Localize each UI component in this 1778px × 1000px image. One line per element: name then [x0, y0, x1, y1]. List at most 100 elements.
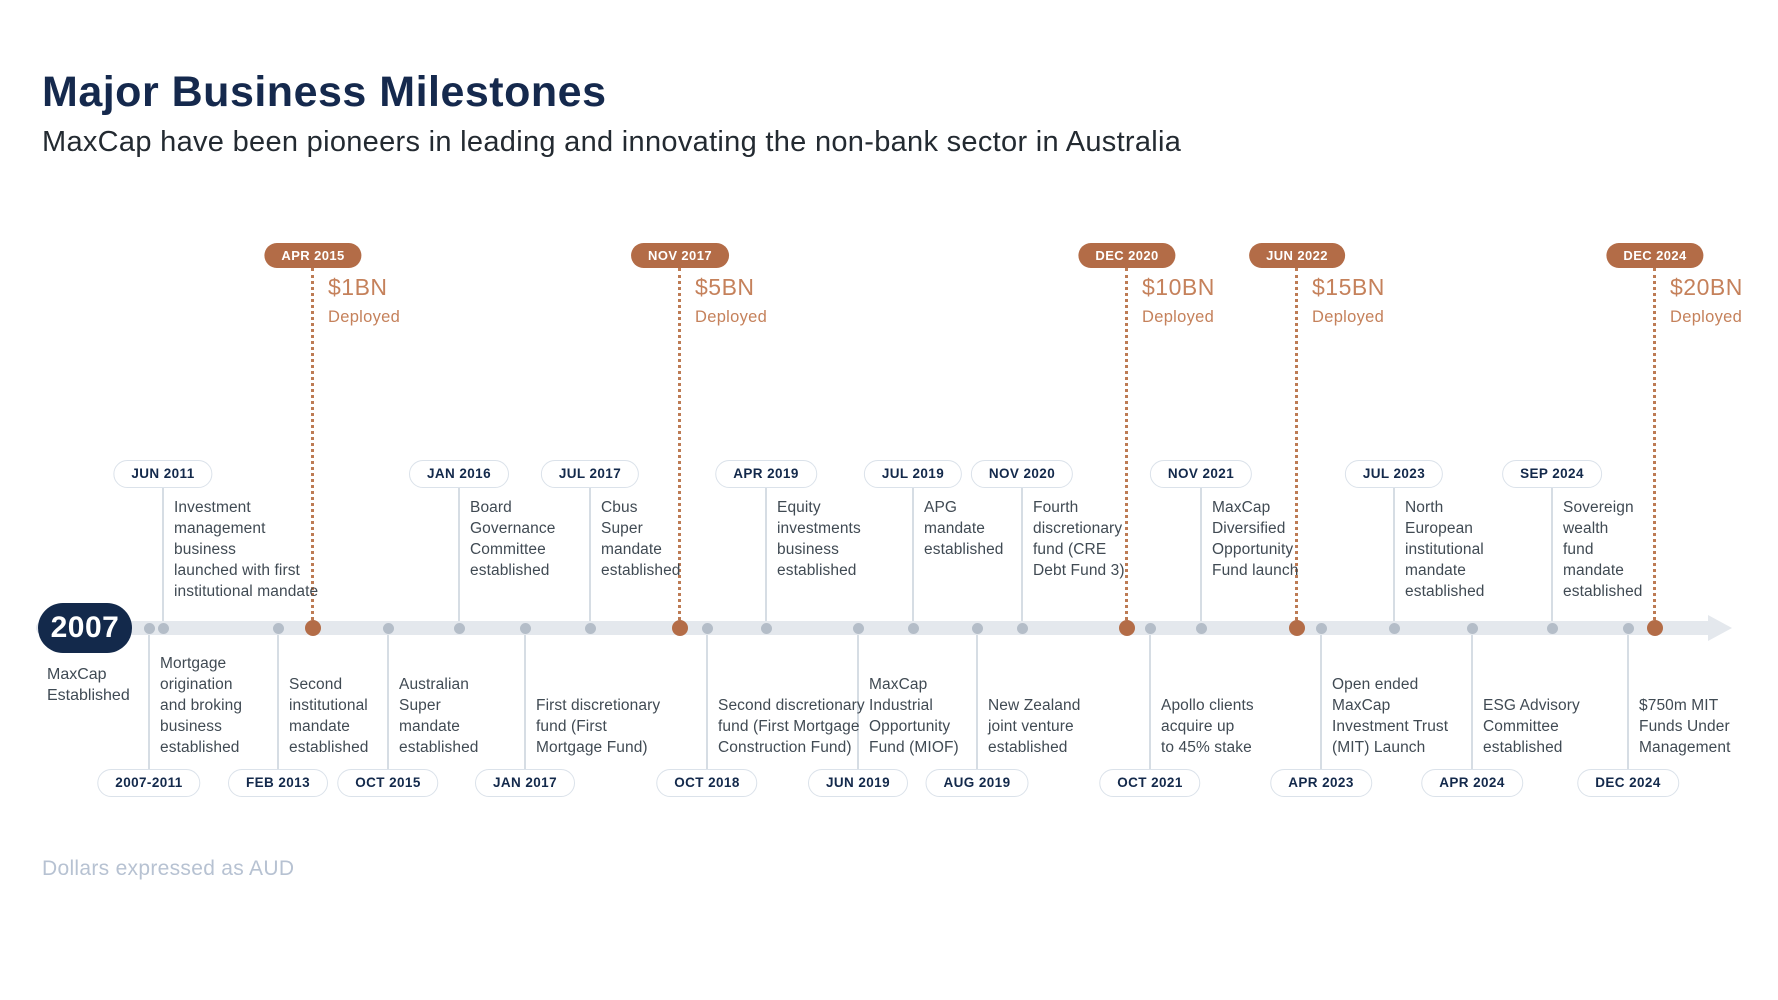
event-connector-line — [1021, 486, 1023, 621]
milestone-marker-dot — [672, 620, 688, 636]
milestone-dotted-line — [1295, 268, 1298, 620]
event-date-pill: APR 2019 — [715, 460, 817, 488]
event-description: First discretionary fund (First Mortgage… — [536, 697, 661, 756]
event-date-pill: JAN 2016 — [409, 460, 509, 488]
event-connector-line — [458, 486, 460, 621]
event-description: Investment management business launched … — [174, 499, 319, 600]
page-subtitle: MaxCap have been pioneers in leading and… — [42, 126, 1182, 158]
event-connector-line — [1551, 486, 1553, 621]
milestone-date-pill: JUN 2022 — [1249, 243, 1345, 268]
deployed-amount-label: Deployed — [1142, 308, 1215, 326]
event-date-pill: NOV 2020 — [970, 460, 1074, 488]
event-marker-dot — [519, 622, 531, 634]
event-marker-dot — [1466, 622, 1478, 634]
event-connector-line — [1627, 635, 1629, 769]
event-connector-line — [1200, 486, 1202, 621]
event-marker-dot — [701, 622, 713, 634]
event-marker-dot — [1315, 622, 1327, 634]
milestone-date-pill: NOV 2017 — [631, 243, 729, 268]
event-date-pill: SEP 2024 — [1502, 460, 1602, 488]
event-description: Fourth discretionary fund (CRE Debt Fund… — [1033, 499, 1125, 579]
deployed-amount-block: $5BN Deployed — [695, 274, 767, 327]
timeline-track — [36, 621, 1712, 635]
event-connector-line — [765, 486, 767, 621]
event-connector-line — [387, 635, 389, 769]
event-connector-line — [148, 635, 150, 769]
event-description: APG mandate established — [924, 499, 1004, 558]
event-marker-dot — [584, 622, 596, 634]
deployed-amount-block: $1BN Deployed — [328, 274, 400, 327]
milestone-dotted-line — [1125, 268, 1128, 620]
milestone-marker-dot — [1289, 620, 1305, 636]
deployed-amount: $20BN — [1670, 274, 1743, 300]
event-connector-line — [706, 635, 708, 769]
event-date-pill: FEB 2013 — [228, 769, 328, 797]
event-description: Second institutional mandate established — [289, 676, 369, 756]
event-description: Second discretionary fund (First Mortgag… — [718, 697, 865, 756]
milestone-marker-dot — [1647, 620, 1663, 636]
deployed-amount-block: $15BN Deployed — [1312, 274, 1385, 327]
event-description: Sovereign wealth fund mandate establishe… — [1563, 499, 1643, 600]
event-date-pill: OCT 2018 — [656, 769, 758, 797]
event-description: Board Governance Committee established — [470, 499, 556, 579]
event-description: Mortgage origination and broking busines… — [160, 655, 243, 756]
event-date-pill: APR 2024 — [1421, 769, 1523, 797]
milestone-marker-dot — [1119, 620, 1135, 636]
deployed-amount: $1BN — [328, 274, 388, 300]
event-marker-dot — [971, 622, 983, 634]
deployed-amount: $10BN — [1142, 274, 1215, 300]
event-description: MaxCap Industrial Opportunity Fund (MIOF… — [869, 676, 959, 756]
origin-label: MaxCap Established — [47, 666, 130, 704]
deployed-amount-block: $20BN Deployed — [1670, 274, 1743, 327]
event-date-pill: JUL 2019 — [863, 460, 963, 488]
event-marker-dot — [1546, 622, 1558, 634]
event-date-pill: JUN 2019 — [808, 769, 908, 797]
milestone-dotted-line — [311, 268, 314, 620]
event-date-pill: NOV 2021 — [1149, 460, 1253, 488]
event-marker-dot — [1388, 622, 1400, 634]
deployed-amount-label: Deployed — [328, 308, 401, 326]
event-marker-dot — [907, 622, 919, 634]
milestone-dotted-line — [678, 268, 681, 620]
event-connector-line — [162, 486, 164, 621]
event-marker-dot — [760, 622, 772, 634]
event-connector-line — [1393, 486, 1395, 621]
event-description: MaxCap Diversified Opportunity Fund laun… — [1212, 499, 1299, 579]
event-connector-line — [912, 486, 914, 621]
event-description: $750m MIT Funds Under Management — [1639, 697, 1731, 756]
event-description: North European institutional mandate est… — [1405, 499, 1485, 600]
event-marker-dot — [852, 622, 864, 634]
event-description: Cbus Super mandate established — [601, 499, 681, 579]
milestone-date-pill: APR 2015 — [264, 243, 362, 268]
milestone-dotted-line — [1653, 268, 1656, 620]
event-date-pill: JUL 2017 — [540, 460, 640, 488]
event-connector-line — [524, 635, 526, 769]
event-connector-line — [976, 635, 978, 769]
event-marker-dot — [272, 622, 284, 634]
event-description: Australian Super mandate established — [399, 676, 479, 756]
event-date-pill: JUL 2023 — [1344, 460, 1444, 488]
milestone-date-pill: DEC 2020 — [1078, 243, 1176, 268]
page-title: Major Business Milestones — [42, 68, 607, 116]
event-date-pill: JAN 2017 — [475, 769, 575, 797]
event-marker-dot — [453, 622, 465, 634]
event-description: Equity investments business established — [777, 499, 861, 579]
deployed-amount-block: $10BN Deployed — [1142, 274, 1215, 327]
event-marker-dot — [1622, 622, 1634, 634]
event-description: New Zealand joint venture established — [988, 697, 1081, 756]
event-connector-line — [589, 486, 591, 621]
event-marker-dot — [382, 622, 394, 634]
event-connector-line — [857, 635, 859, 769]
event-description: Open ended MaxCap Investment Trust (MIT)… — [1332, 676, 1449, 756]
deployed-amount: $15BN — [1312, 274, 1385, 300]
deployed-amount: $5BN — [695, 274, 755, 300]
timeline-arrow-icon — [1708, 615, 1732, 641]
event-connector-line — [1149, 635, 1151, 769]
event-date-pill: AUG 2019 — [925, 769, 1029, 797]
event-marker-dot — [1144, 622, 1156, 634]
event-marker-dot — [157, 622, 169, 634]
event-date-pill: JUN 2011 — [113, 460, 213, 488]
event-date-pill: APR 2023 — [1270, 769, 1372, 797]
milestone-marker-dot — [305, 620, 321, 636]
